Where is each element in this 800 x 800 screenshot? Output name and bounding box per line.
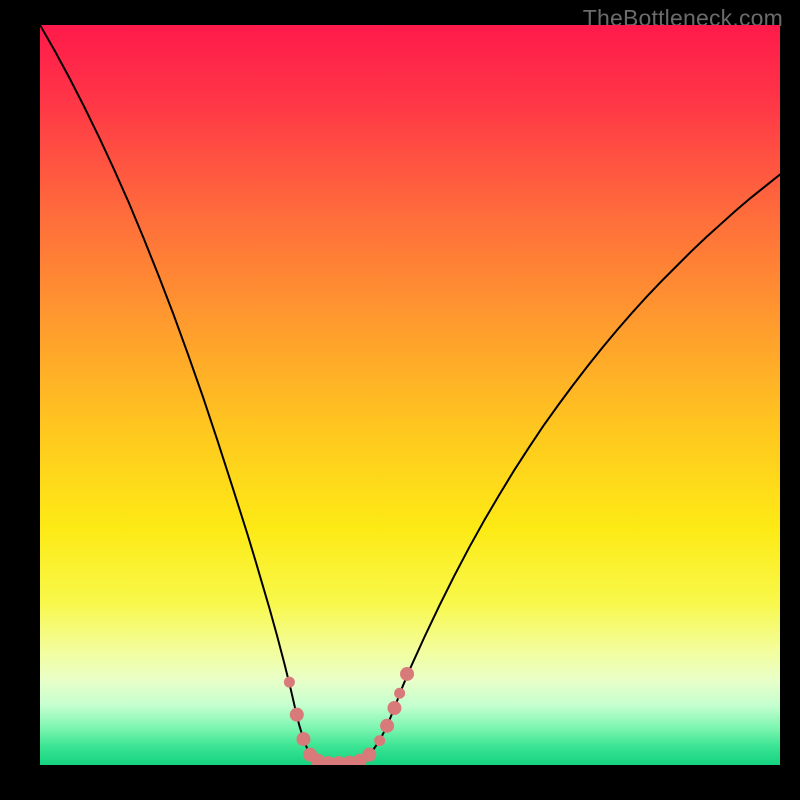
datapoint-marker <box>374 735 385 746</box>
bottleneck-plot <box>40 25 780 765</box>
datapoint-marker <box>400 667 414 681</box>
datapoint-marker <box>387 701 401 715</box>
plot-background <box>40 25 780 765</box>
datapoint-marker <box>284 677 295 688</box>
datapoint-marker <box>290 708 304 722</box>
chart-frame: TheBottleneck.com <box>0 0 800 800</box>
datapoint-marker <box>380 719 394 733</box>
datapoint-marker <box>394 688 405 699</box>
datapoint-marker <box>362 748 376 762</box>
datapoint-marker <box>296 732 310 746</box>
